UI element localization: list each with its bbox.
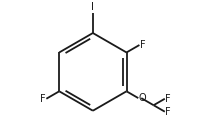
Text: F: F (165, 107, 171, 117)
Text: O: O (139, 93, 146, 103)
Text: F: F (165, 94, 171, 104)
Text: F: F (40, 94, 46, 104)
Text: I: I (91, 2, 94, 12)
Text: F: F (140, 40, 146, 50)
